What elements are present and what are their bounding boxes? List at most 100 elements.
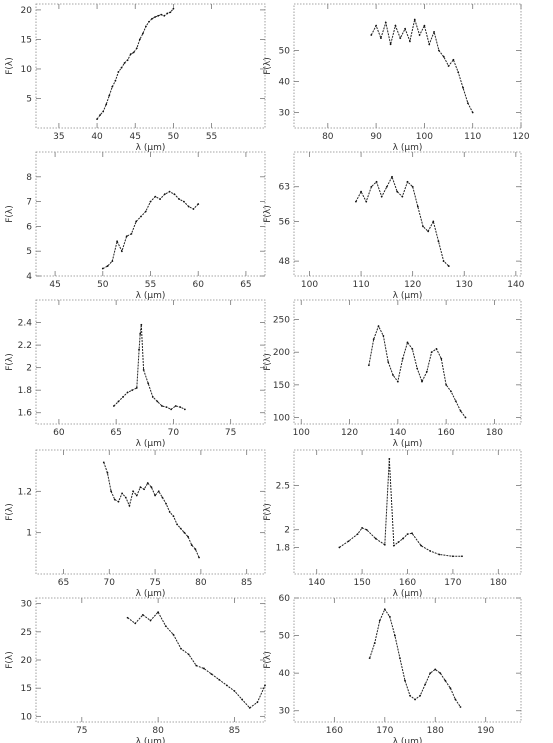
data-point [159, 198, 161, 201]
data-point [447, 65, 450, 67]
y-tick-label: 250 [273, 316, 290, 326]
y-tick-label: 30 [279, 707, 291, 717]
y-tick-label: 25 [21, 628, 32, 638]
y-tick-label: 5 [26, 247, 32, 257]
y-tick-label: 7 [26, 198, 32, 208]
data-point [459, 410, 462, 412]
data-point [399, 37, 402, 39]
data-point [172, 633, 175, 636]
data-point [173, 193, 176, 196]
data-point [440, 357, 443, 360]
data-point [385, 185, 388, 188]
y-axis-label: F(λ) [263, 503, 273, 521]
data-point [338, 546, 341, 549]
data-point [442, 260, 445, 263]
y-tick-label: 40 [279, 78, 291, 88]
data-point [378, 619, 381, 622]
data-point [466, 102, 469, 105]
y-tick-label: 56 [279, 217, 291, 227]
y-axis-label: F(λ) [5, 503, 15, 521]
data-point [130, 232, 133, 235]
data-point [113, 498, 116, 501]
data-point [140, 215, 142, 218]
data-point [135, 387, 138, 389]
y-tick-label: 20 [21, 6, 33, 16]
data-point [411, 185, 414, 188]
data-point [138, 38, 141, 41]
x-axis-label: λ (μm) [136, 143, 166, 153]
data-point [166, 12, 169, 15]
data-point [396, 190, 399, 193]
x-axis-label: λ (μm) [393, 143, 423, 153]
data-point [404, 679, 406, 682]
y-tick-label: 10 [21, 712, 33, 722]
data-point [102, 461, 105, 464]
data-point [413, 18, 416, 21]
data-point [406, 341, 409, 344]
data-point [168, 511, 171, 513]
x-tick-label: 120 [512, 132, 529, 142]
data-point [161, 405, 163, 407]
data-point [187, 535, 189, 538]
data-point [142, 368, 145, 371]
data-point [248, 707, 251, 709]
x-tick-label: 70 [104, 578, 116, 588]
panel-6: 100 120 140 160 180 100 150 200 250 λ (μm) F(λ) [263, 299, 522, 449]
series-line [355, 175, 450, 267]
data-point [134, 622, 137, 625]
data-point [106, 471, 109, 474]
y-tick-label: 2 [284, 526, 290, 536]
data-point [437, 240, 440, 243]
data-point [419, 694, 422, 697]
data-point [120, 250, 123, 253]
x-axis-label: λ (μm) [136, 589, 166, 599]
data-point [422, 225, 424, 228]
data-point [383, 608, 386, 611]
data-point [174, 405, 177, 407]
data-point [464, 416, 467, 419]
plot-frame [35, 3, 266, 129]
y-tick-label: 100 [273, 413, 290, 423]
data-point [192, 208, 195, 210]
data-point [150, 486, 153, 489]
data-point [96, 118, 98, 121]
x-tick-label: 70 [168, 428, 180, 438]
x-tick-label: 65 [110, 428, 121, 438]
y-tick-label: 30 [279, 109, 291, 119]
x-tick-label: 45 [49, 280, 60, 290]
data-point [429, 672, 432, 675]
y-tick-label: 48 [279, 257, 291, 267]
plot-frame [293, 449, 522, 575]
panel-2: 80 90 100 110 120 30 40 50 λ (μm) F(λ) [263, 3, 530, 153]
plot-frame [35, 299, 266, 425]
data-point [347, 540, 350, 543]
data-point [459, 706, 462, 708]
x-axis-label: λ (μm) [136, 737, 166, 743]
x-tick-label: 35 [53, 132, 64, 142]
y-tick-label: 1 [26, 529, 32, 539]
x-tick-label: 90 [370, 132, 382, 142]
data-point [149, 200, 152, 203]
data-point [380, 37, 382, 39]
data-point [388, 457, 391, 460]
data-point [372, 338, 375, 341]
data-point [187, 653, 190, 656]
data-point [391, 175, 393, 178]
data-point [124, 496, 127, 499]
y-tick-label: 1.2 [18, 487, 32, 497]
y-axis-label: F(λ) [5, 353, 15, 371]
data-point [157, 14, 160, 17]
data-point [447, 265, 450, 267]
y-axis-label: F(λ) [5, 205, 15, 223]
data-point [401, 357, 404, 360]
y-tick-label: 200 [273, 348, 290, 358]
data-point [399, 657, 401, 660]
plot-frame [35, 597, 266, 723]
x-tick-label: 140 [389, 428, 406, 438]
data-point [411, 348, 414, 350]
data-point [182, 200, 185, 203]
data-point [210, 673, 213, 675]
data-point [117, 400, 120, 403]
